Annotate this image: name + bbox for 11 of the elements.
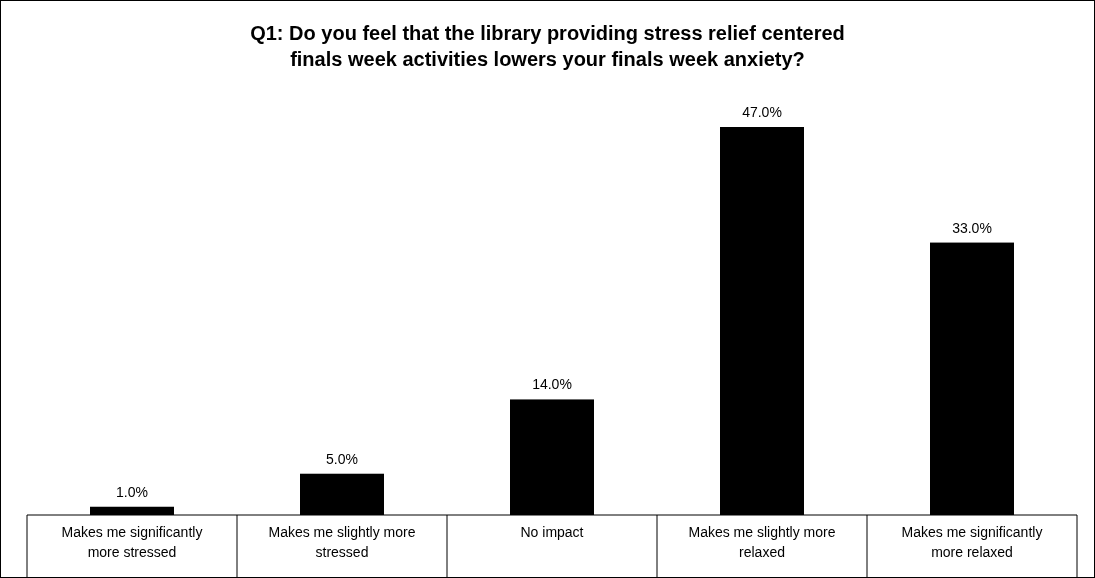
data-label: 14.0% xyxy=(532,376,572,393)
data-label: 5.0% xyxy=(326,450,358,467)
x-tick-label: Makes me slightly more stressed xyxy=(268,524,416,560)
chart-title: Q1: Do you feel that the library providing stress relief centered finals week activities lowers your finals week anxiety? xyxy=(250,22,845,70)
data-label: 33.0% xyxy=(952,219,992,236)
x-tick-label: No impact xyxy=(520,524,584,540)
data-label: 47.0% xyxy=(742,104,782,120)
x-tick-label: Makes me slightly more relaxed xyxy=(688,524,836,560)
data-label: 1.0% xyxy=(116,483,148,500)
x-tick-label: Makes me significantly more stressed xyxy=(61,524,203,560)
x-tick-label: Makes me significantly more relaxed xyxy=(901,524,1043,560)
